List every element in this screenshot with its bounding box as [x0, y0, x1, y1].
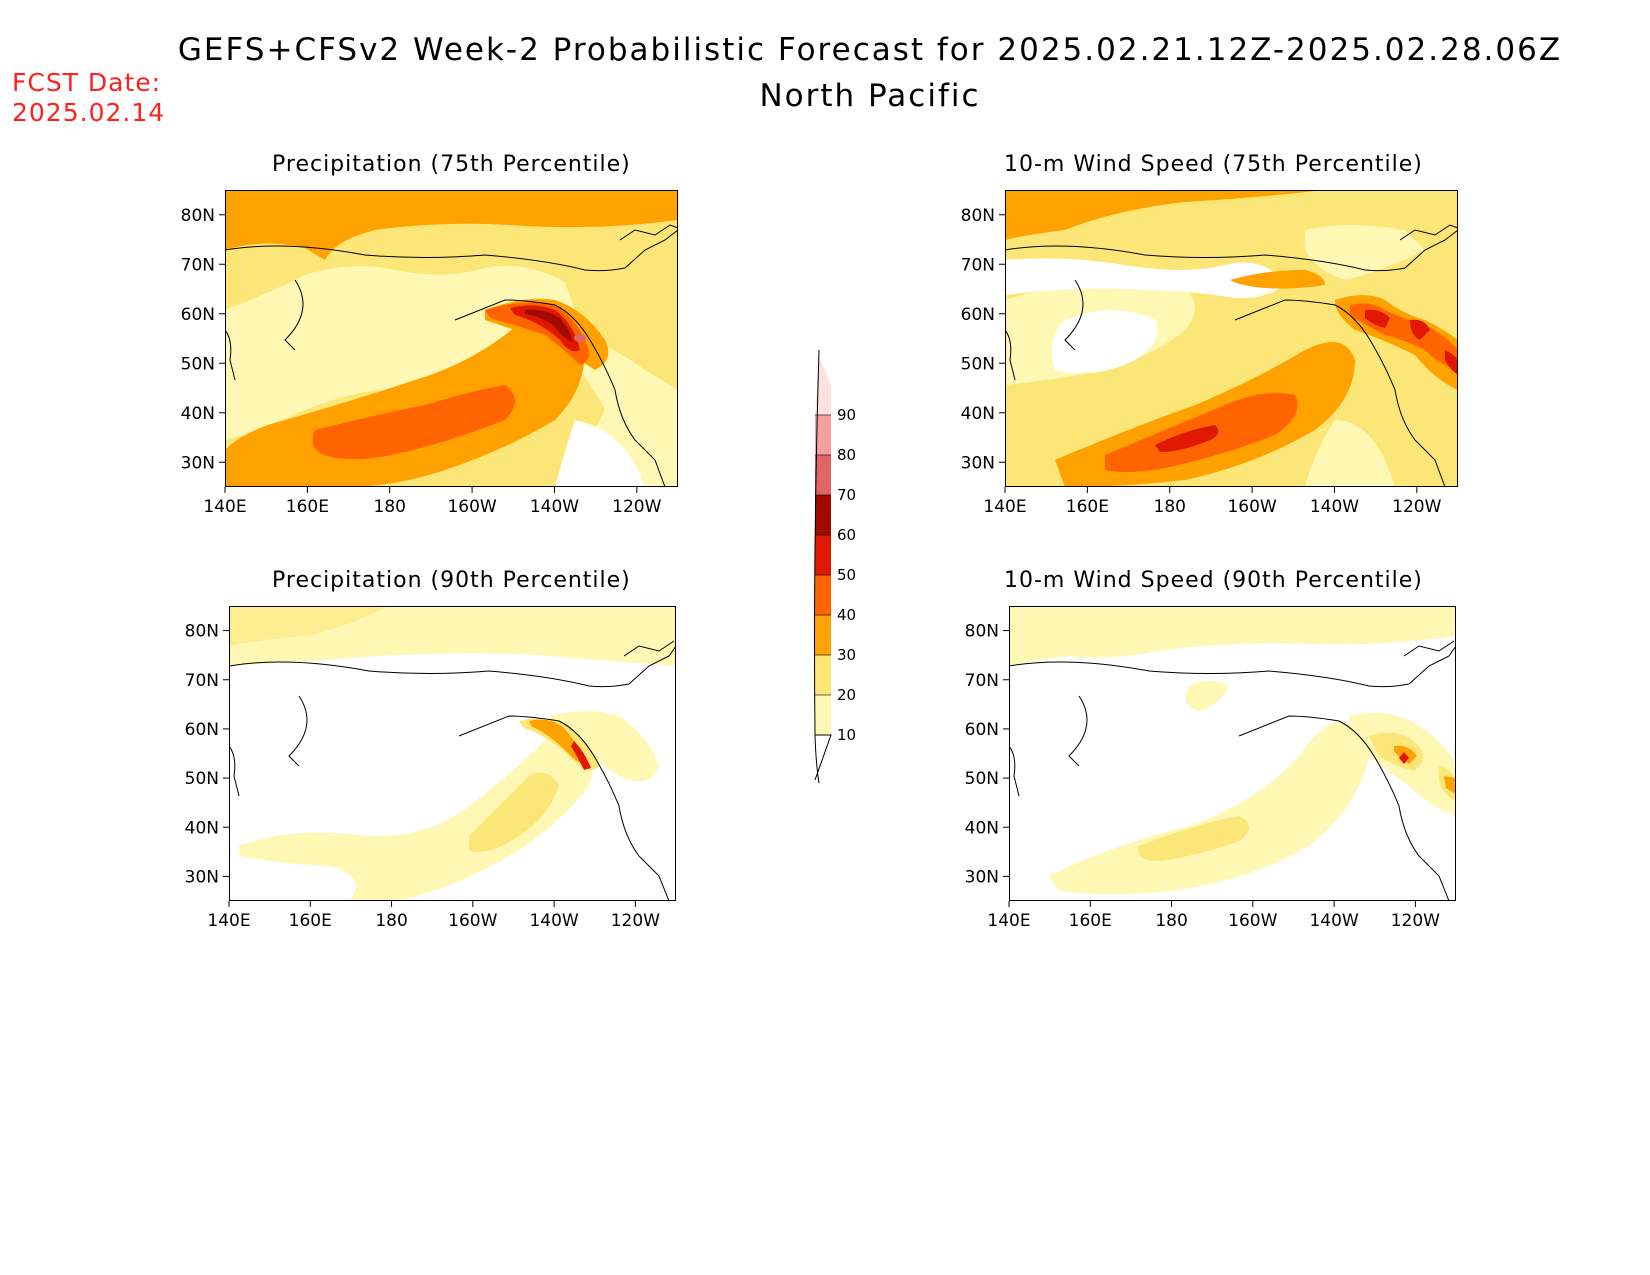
colorbar-segment	[815, 535, 831, 575]
lon-tick-label-precip-90: 180	[375, 911, 407, 931]
lat-tick-label-precip-75: 40N	[181, 404, 215, 424]
axes-layer: 80N 70N 60N 50N 40N 30N 140E 160E 180 160W 140W 120…	[181, 206, 1442, 931]
lon-tick-label-precip-90: 140W	[529, 911, 578, 931]
colorbar-segment	[815, 455, 831, 495]
lon-tick-label-precip-90: 140E	[207, 911, 250, 931]
lat-tick-label-precip-90: 40N	[185, 818, 219, 838]
lat-tick-label-precip-90: 70N	[185, 671, 219, 691]
lat-tick-label-precip-75: 60N	[181, 305, 215, 325]
lat-tick-label-wind-90: 40N	[965, 818, 999, 838]
panel-title-precip-90: Precipitation (90th Percentile)	[272, 568, 631, 593]
colorbar-level-label: 30	[837, 646, 856, 664]
colorbar-segment	[815, 615, 831, 655]
colorbar-segment	[815, 415, 831, 455]
lon-tick-label-wind-90: 180	[1155, 911, 1187, 931]
lon-tick-label-wind-90: 120W	[1391, 911, 1440, 931]
lat-tick-label-precip-90: 50N	[185, 769, 219, 789]
colorbar-level-label: 50	[837, 566, 856, 584]
lon-tick-label-precip-75: 160E	[286, 497, 329, 517]
lat-tick-label-precip-90: 30N	[185, 867, 219, 887]
lon-tick-label-wind-75: 160W	[1227, 497, 1276, 517]
map-panel-precip-90	[229, 606, 676, 901]
colorbar-segment	[815, 655, 831, 695]
lon-tick-label-precip-75: 140E	[203, 497, 246, 517]
colorbar-level-label: 60	[837, 526, 856, 544]
lat-tick-label-wind-90: 50N	[965, 769, 999, 789]
lon-tick-label-wind-75: 180	[1154, 497, 1186, 517]
lat-tick-label-wind-75: 70N	[961, 255, 995, 275]
lon-tick-label-wind-75: 160E	[1066, 497, 1109, 517]
lon-tick-label-wind-90: 160E	[1069, 911, 1112, 931]
colorbar-segment	[815, 357, 831, 415]
lat-tick-label-wind-75: 50N	[961, 354, 995, 374]
colorbar-level-label: 10	[837, 726, 856, 744]
lat-tick-label-wind-75: 80N	[961, 206, 995, 226]
lat-tick-label-wind-75: 30N	[961, 453, 995, 473]
lat-tick-label-wind-75: 40N	[961, 404, 995, 424]
lat-tick-label-precip-75: 30N	[181, 453, 215, 473]
panel-title-wind-75: 10-m Wind Speed (75th Percentile)	[1004, 152, 1423, 177]
lon-tick-label-precip-75: 180	[374, 497, 406, 517]
colorbar-level-label: 80	[837, 446, 856, 464]
lat-tick-label-wind-90: 60N	[965, 720, 999, 740]
colorbar-segment	[815, 575, 831, 615]
colorbar-level-label: 20	[837, 686, 856, 704]
lat-tick-label-wind-90: 30N	[965, 867, 999, 887]
map-panel-wind-90	[1009, 606, 1456, 901]
lon-tick-label-precip-90: 160W	[448, 911, 497, 931]
fcst-date-value: 2025.02.14	[12, 98, 166, 127]
lon-tick-label-wind-90: 160W	[1228, 911, 1277, 931]
lat-tick-label-precip-90: 80N	[185, 622, 219, 642]
lat-tick-label-precip-90: 60N	[185, 720, 219, 740]
lat-tick-label-wind-90: 70N	[965, 671, 999, 691]
lon-tick-label-wind-90: 140E	[987, 911, 1030, 931]
colorbar-segment	[815, 695, 831, 735]
map-panel-precip-75	[225, 190, 678, 487]
lon-tick-label-precip-75: 160W	[447, 497, 496, 517]
lon-tick-label-precip-90: 160E	[289, 911, 332, 931]
colorbar-segment	[815, 495, 831, 535]
lat-tick-label-precip-75: 50N	[181, 354, 215, 374]
colorbar-level-label: 70	[837, 486, 856, 504]
lat-tick-label-precip-75: 80N	[181, 206, 215, 226]
figure-title: GEFS+CFSv2 Week-2 Probabilistic Forecast…	[177, 32, 1563, 68]
lon-tick-label-precip-90: 120W	[611, 911, 660, 931]
lat-tick-label-precip-75: 70N	[181, 255, 215, 275]
lat-tick-label-wind-90: 80N	[965, 622, 999, 642]
panel-title-wind-90: 10-m Wind Speed (90th Percentile)	[1004, 568, 1423, 593]
lon-tick-label-wind-75: 140W	[1310, 497, 1359, 517]
lon-tick-label-precip-75: 140W	[530, 497, 579, 517]
lon-tick-label-wind-75: 140E	[983, 497, 1026, 517]
colorbar-level-label: 90	[837, 406, 856, 424]
lat-tick-label-wind-75: 60N	[961, 305, 995, 325]
panel-title-precip-75: Precipitation (75th Percentile)	[272, 152, 631, 177]
lon-tick-label-wind-75: 120W	[1392, 497, 1441, 517]
fcst-date-label: FCST Date:	[12, 68, 162, 97]
lon-tick-label-wind-90: 140W	[1309, 911, 1358, 931]
figure-subtitle: North Pacific	[759, 78, 981, 114]
map-panel-wind-75	[1005, 190, 1458, 487]
lon-tick-label-precip-75: 120W	[612, 497, 661, 517]
colorbar: 10 20 30 40 50 60 70 80 90	[814, 349, 856, 784]
colorbar-level-label: 40	[837, 606, 856, 624]
